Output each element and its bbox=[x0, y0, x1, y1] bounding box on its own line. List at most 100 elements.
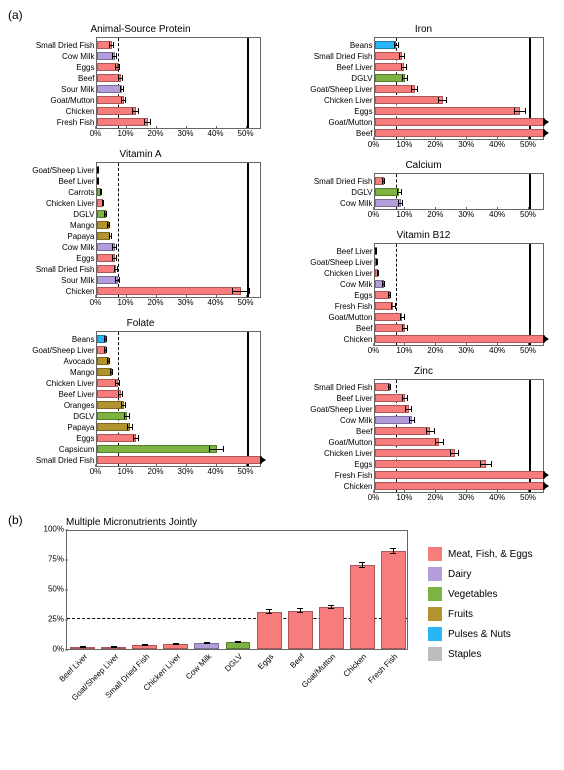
x-tick: 50% bbox=[237, 467, 253, 476]
legend-swatch bbox=[428, 547, 442, 561]
legend-label: Meat, Fish, & Eggs bbox=[448, 549, 532, 560]
x-tick-label: Fresh Fish bbox=[367, 652, 400, 685]
bar-row: Avocado bbox=[97, 356, 260, 366]
bar-row: Eggs bbox=[97, 62, 260, 72]
x-tick: 30% bbox=[458, 346, 474, 355]
bar-row: Beef bbox=[375, 426, 543, 436]
legend-item: Meat, Fish, & Eggs bbox=[428, 547, 532, 561]
x-tick: 10% bbox=[117, 129, 133, 138]
bar-row: Small Dried Fish bbox=[375, 51, 543, 61]
bar-row: Goat/Mutton bbox=[375, 312, 543, 322]
bar-row: Small Dried Fish bbox=[375, 382, 543, 392]
error-bar bbox=[204, 642, 210, 644]
legend: Meat, Fish, & EggsDairyVegetablesFruitsP… bbox=[428, 547, 532, 661]
error-bar bbox=[107, 358, 110, 364]
panel-vitamin-a: Vitamin AGoat/Sheep LiverBeef LiverCarro… bbox=[8, 149, 273, 312]
error-bar bbox=[97, 178, 99, 184]
bar-label: DGLV bbox=[73, 210, 94, 219]
chart: Beef LiverGoat/Sheep LiverChicken LiverC… bbox=[304, 243, 544, 360]
bar-label: Goat/Mutton bbox=[50, 96, 94, 105]
x-tick-label: Eggs bbox=[256, 652, 275, 671]
error-bar bbox=[480, 461, 492, 467]
error-bar bbox=[397, 189, 402, 195]
y-tick: 75% bbox=[48, 555, 64, 564]
y-tick: 0% bbox=[52, 645, 64, 654]
x-tick: 50% bbox=[237, 298, 253, 307]
bar bbox=[97, 107, 136, 115]
bar-label: Beef Liver bbox=[336, 63, 372, 72]
panel-vitamin-b12: Vitamin B12Beef LiverGoat/Sheep LiverChi… bbox=[291, 230, 556, 360]
bar-label: DGLV bbox=[351, 74, 372, 83]
error-bar bbox=[121, 97, 126, 103]
bar-row: Beans bbox=[97, 334, 260, 344]
error-bar bbox=[124, 413, 130, 419]
bar bbox=[375, 199, 401, 207]
bar-label: Chicken Liver bbox=[324, 449, 372, 458]
x-tick: 0% bbox=[90, 129, 102, 138]
bar-row: DGLV bbox=[375, 187, 543, 197]
bar-row: Chicken Liver bbox=[375, 268, 543, 278]
error-bar bbox=[377, 270, 379, 276]
bar-row: Cow Milk bbox=[375, 198, 543, 208]
bar-label: Chicken bbox=[344, 335, 373, 344]
bar-label: Beef bbox=[356, 427, 372, 436]
chart: Small Dried FishDGLVCow Milk0%10%20%30%4… bbox=[304, 173, 544, 224]
bar-row: Goat/Sheep Liver bbox=[375, 404, 543, 414]
bar-row: Fresh Fish bbox=[97, 117, 260, 127]
legend-label: Dairy bbox=[448, 569, 471, 580]
error-bar bbox=[232, 288, 250, 294]
error-bar bbox=[402, 325, 408, 331]
error-bar bbox=[400, 314, 405, 320]
bar-row: Fresh Fish bbox=[375, 470, 543, 480]
chart: Small Dried FishCow MilkEggsBeefSour Mil… bbox=[21, 37, 261, 143]
error-bar bbox=[173, 643, 179, 645]
bar-label: Eggs bbox=[76, 254, 94, 263]
bar-label: Fresh Fish bbox=[335, 302, 373, 311]
bar-label: Beef Liver bbox=[336, 247, 372, 256]
bar bbox=[97, 85, 123, 93]
bar-row: Cow Milk bbox=[375, 279, 543, 289]
x-tick: 30% bbox=[177, 467, 193, 476]
bar-row: Beef Liver bbox=[97, 389, 260, 399]
error-bar bbox=[100, 189, 102, 195]
x-tick: 20% bbox=[427, 140, 443, 149]
bar-label: Papaya bbox=[67, 232, 94, 241]
bar-label: Eggs bbox=[76, 434, 94, 443]
x-tick: 0% bbox=[368, 210, 380, 219]
bar bbox=[375, 394, 406, 402]
x-tick: 20% bbox=[427, 493, 443, 502]
bar bbox=[97, 412, 127, 420]
fig-label-a: (a) bbox=[8, 8, 556, 22]
bar-row: Cow Milk bbox=[97, 51, 260, 61]
chart: Small Dried FishBeef LiverGoat/Sheep Liv… bbox=[304, 379, 544, 507]
bar-row: Chicken Liver bbox=[97, 378, 260, 388]
bar-label: Cow Milk bbox=[62, 243, 94, 252]
panel-title: Animal-Source Protein bbox=[90, 24, 190, 35]
x-tick: 20% bbox=[427, 346, 443, 355]
bar-row: Small Dried Fish bbox=[97, 264, 260, 274]
error-bar bbox=[133, 435, 139, 441]
chart: BeansGoat/Sheep LiverAvocadoMangoChicken… bbox=[21, 331, 261, 481]
overflow-arrow-icon bbox=[543, 482, 549, 490]
panel-b-title: Multiple Micronutrients Jointly bbox=[66, 517, 412, 528]
error-bar bbox=[127, 424, 133, 430]
bar bbox=[375, 74, 406, 82]
error-bar bbox=[438, 97, 447, 103]
x-tick-label: Cow Milk bbox=[184, 652, 213, 681]
error-bar bbox=[382, 281, 385, 287]
error-bar bbox=[382, 178, 385, 184]
bar bbox=[375, 107, 520, 115]
bar-row: Papaya bbox=[97, 422, 260, 432]
x-tick: 30% bbox=[458, 210, 474, 219]
panel-zinc: ZincSmall Dried FishBeef LiverGoat/Sheep… bbox=[291, 366, 556, 507]
x-tick: 0% bbox=[90, 298, 102, 307]
x-tick: 30% bbox=[177, 298, 193, 307]
panel-calcium: CalciumSmall Dried FishDGLVCow Milk0%10%… bbox=[291, 160, 556, 224]
error-bar bbox=[394, 42, 399, 48]
bar-label: Chicken Liver bbox=[324, 269, 372, 278]
bar bbox=[375, 449, 455, 457]
error-bar bbox=[112, 244, 117, 250]
x-tick: 10% bbox=[396, 493, 412, 502]
bar-row: Sour Milk bbox=[97, 275, 260, 285]
bar bbox=[375, 129, 545, 137]
